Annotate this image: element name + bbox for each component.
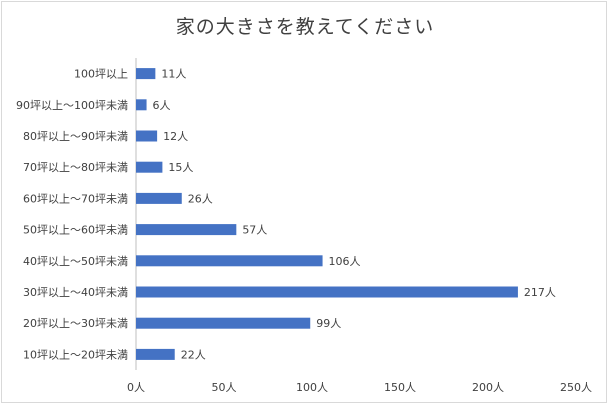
x-tick-label-0: 0人	[127, 381, 145, 394]
bar-3	[136, 161, 163, 173]
category-label-5: 50坪以上～60坪未満	[23, 224, 128, 237]
bars-group	[136, 68, 518, 360]
category-labels: 100坪以上 90坪以上～100坪未満 80坪以上～90坪未満 70坪以上～80坪未満…	[16, 68, 128, 362]
category-label-7: 30坪以上～40坪未満	[23, 286, 128, 299]
bar-5	[136, 224, 237, 236]
bar-1	[136, 99, 147, 111]
bar-7	[136, 286, 518, 298]
data-labels: 11人 6人 12人 15人 26人 57人 106人 217人 99人 22人	[153, 68, 556, 362]
category-label-6: 40坪以上～50坪未満	[23, 255, 128, 268]
data-label-9: 22人	[181, 348, 206, 361]
bar-0	[136, 68, 156, 80]
x-tick-label-5: 250人	[560, 381, 592, 394]
data-label-5: 57人	[242, 224, 267, 237]
data-label-2: 12人	[163, 130, 188, 143]
data-label-0: 11人	[161, 68, 186, 81]
data-label-7: 217人	[524, 286, 556, 299]
bar-8	[136, 317, 311, 329]
category-label-3: 70坪以上～80坪未満	[23, 161, 128, 174]
data-label-4: 26人	[188, 192, 213, 205]
category-label-4: 60坪以上～70坪未満	[23, 192, 128, 205]
data-label-6: 106人	[329, 255, 361, 268]
category-label-2: 80坪以上～90坪未満	[23, 130, 128, 143]
chart-title: 家の大きさを教えてください	[175, 16, 435, 38]
bar-9	[136, 348, 175, 360]
bar-2	[136, 130, 158, 142]
x-tick-label-4: 200人	[472, 381, 504, 394]
bar-6	[136, 255, 323, 267]
x-tick-label-2: 100人	[296, 381, 328, 394]
data-label-1: 6人	[153, 99, 171, 112]
category-label-9: 10坪以上～20坪未満	[23, 348, 128, 361]
bar-4	[136, 192, 182, 204]
x-tick-label-1: 50人	[212, 381, 237, 394]
category-label-8: 20坪以上～30坪未満	[23, 317, 128, 330]
category-label-1: 90坪以上～100坪未満	[16, 99, 128, 112]
data-label-3: 15人	[168, 161, 193, 174]
x-tick-label-3: 150人	[384, 381, 416, 394]
x-tick-labels: 0人 50人 100人 150人 200人 250人	[127, 381, 592, 394]
category-label-0: 100坪以上	[74, 68, 128, 81]
data-label-8: 99人	[316, 317, 341, 330]
